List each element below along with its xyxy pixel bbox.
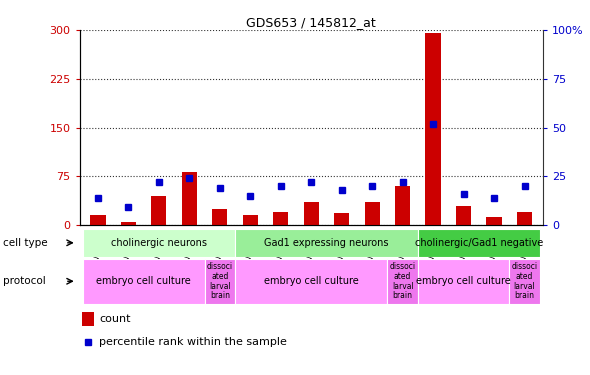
Text: dissoci
ated
larval
brain: dissoci ated larval brain [206, 262, 233, 300]
Text: count: count [99, 314, 130, 324]
Bar [304, 202, 319, 225]
Bar [509, 259, 540, 304]
Bar [83, 312, 94, 326]
Bar [121, 222, 136, 225]
Bar [517, 212, 532, 225]
Bar [205, 259, 235, 304]
Text: embryo cell culture: embryo cell culture [416, 276, 511, 286]
Bar [418, 259, 509, 304]
Bar [151, 196, 166, 225]
Text: embryo cell culture: embryo cell culture [264, 276, 359, 286]
Bar [235, 229, 418, 257]
Bar [365, 202, 380, 225]
Text: cholinergic/Gad1 negative: cholinergic/Gad1 negative [415, 238, 543, 248]
Bar [486, 217, 502, 225]
Bar [212, 209, 227, 225]
Bar [395, 186, 410, 225]
Text: cholinergic neurons: cholinergic neurons [111, 238, 207, 248]
Text: embryo cell culture: embryo cell culture [96, 276, 191, 286]
Bar [83, 229, 235, 257]
Title: GDS653 / 145812_at: GDS653 / 145812_at [247, 16, 376, 29]
Text: dissoci
ated
larval
brain: dissoci ated larval brain [389, 262, 416, 300]
Bar [242, 215, 258, 225]
Bar [273, 212, 289, 225]
Bar [425, 33, 441, 225]
Bar [235, 259, 388, 304]
Bar [388, 259, 418, 304]
Text: percentile rank within the sample: percentile rank within the sample [99, 337, 287, 347]
Text: cell type: cell type [3, 238, 48, 248]
Bar [418, 229, 540, 257]
Text: Gad1 expressing neurons: Gad1 expressing neurons [264, 238, 389, 248]
Bar [90, 215, 106, 225]
Bar [182, 172, 197, 225]
Bar [334, 213, 349, 225]
Bar [83, 259, 205, 304]
Bar [456, 206, 471, 225]
Text: dissoci
ated
larval
brain: dissoci ated larval brain [512, 262, 537, 300]
Text: protocol: protocol [3, 276, 45, 286]
